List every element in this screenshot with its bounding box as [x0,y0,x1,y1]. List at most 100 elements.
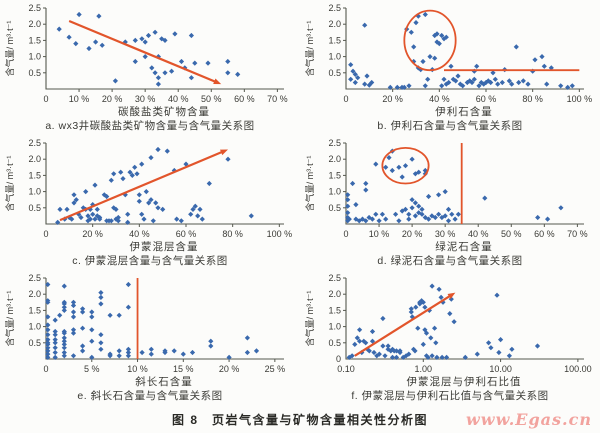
watermark: www.Egas.cn [466,410,592,429]
y-tick-label: 0.5 [28,203,41,213]
y-tick-label: 2.0 [328,289,341,299]
y-tick-label: 2.0 [328,19,341,29]
x-tick-label: 40 % [168,94,189,104]
highlight-ellipse [381,146,430,185]
y-tick-label: 2.5 [328,138,341,148]
x-tick-label: 60 % [534,229,555,239]
y-tick-label: 1.5 [28,35,41,45]
axis-lines [345,8,584,90]
data-points [346,283,541,360]
y-tick-label: 0.5 [28,338,41,348]
data-points [45,281,260,360]
subplot-f-canvas: 0.10 1.00 10.00 100.00 0 0.5 1.0 1.5 2.0 2.5 含气量/ … [304,273,592,374]
trend-arrow [68,19,218,84]
x-tick-label: 25 % [265,364,286,374]
x-tick-label: 40 % [129,229,150,239]
y-tick-label: 2.0 [28,19,41,29]
x-tick-label: 10 % [127,364,148,374]
subplot-d-caption: d. 绿泥石含量与含气量关系图 [377,255,523,267]
y-tick-label: 0.5 [328,203,341,213]
subplot-f-caption: f. 伊蒙混层与伊利石比值与含气量关系图 [351,390,549,402]
y-tick-label: 1.5 [28,305,41,315]
x-tick-label: 0 [343,229,348,239]
x-tick-label: 70 % [567,229,588,239]
y-tick-label: 2.0 [28,289,41,299]
y-tick-label: 2.0 [28,154,41,164]
subplot-a-canvas: 0 10 % 20 % 30 % 40 % 50 % 60 % 70 % 0.5 1.0 1.5 2.… [4,3,288,104]
subplot-f: 0.10 1.00 10.00 100.00 0 0.5 1.0 1.5 2.0 2.5 含气量/ … [300,270,600,405]
x-tick-label: 20 % [102,94,123,104]
axis-lines [45,8,284,90]
x-tick-label: 15 % [173,364,194,374]
y-tick-label: 2.0 [328,154,341,164]
y-tick-label: 1.0 [28,322,41,332]
subplot-e-x-axis-label: 斜长石含量 [135,376,193,388]
subplot-d-canvas: 0 10 % 20 % 30 % 40 % 50 % 60 % 70 % 0.5 1.0 1.5 2.… [304,138,588,239]
x-tick-label: 20 % [219,364,240,374]
subplot-b-x-axis-label: 伊利石含量 [435,106,493,118]
subplot-c-canvas: 0 20 % 40 % 60 % 80 % 100 % 0.5 1.0 1.5 2.0 2.5 含气量… [4,138,293,239]
x-tick-label: 10.00 [489,364,512,374]
y-tick-label: 1.5 [328,35,341,45]
x-tick-label: 70 % [267,94,288,104]
x-tick-label: 1.00 [415,364,433,374]
y-tick-label: 1.0 [28,52,41,62]
highlight-ellipse [403,9,457,72]
y-axis-label: 含气量/ m³·t⁻¹ [4,21,15,77]
x-tick-label: 100.00 [564,364,592,374]
trend-arrow-head [447,292,456,300]
subplot-e: 0 5 % 10 % 15 % 20 % 25 % 0.5 1.0 1.5 2.0 2.5 含气量/ … [0,270,300,405]
data-points [56,11,241,87]
axis-lines [45,278,284,360]
y-tick-label: 2.5 [28,273,41,283]
axis-lines [345,143,584,225]
x-tick-label: 0.10 [337,364,355,374]
axis-lines [345,278,584,360]
y-tick-label: 1.0 [328,322,341,332]
subplot-e-canvas: 0 5 % 10 % 15 % 20 % 25 % 0.5 1.0 1.5 2.0 2.5 含气量/ … [4,273,286,374]
subplot-b-caption: b. 伊利石含量与含气量关系图 [377,120,523,132]
y-axis-label: 含气量/ m³·t⁻¹ [304,291,315,347]
x-tick-label: 100 % [267,229,293,239]
y-tick-label: 2.5 [328,3,341,13]
trend-arrow-head [220,149,228,156]
y-axis-label: 含气量/ m³·t⁻¹ [4,291,15,347]
y-tick-label: 2.5 [28,3,41,13]
data-points [348,11,575,90]
y-tick-label: 0.5 [328,68,341,78]
y-tick-label: 1.5 [328,170,341,180]
x-tick-label: 30 % [135,94,156,104]
x-tick-label: 40 % [429,94,450,104]
data-points [345,148,564,224]
x-tick-label: 5 % [84,364,100,374]
y-axis-label: 含气量/ m³·t⁻¹ [304,156,315,212]
subplot-e-caption: e. 斜长石含量与含气量关系图 [77,390,223,402]
y-tick-label: 0 [336,354,341,364]
subplot-grid: 0 10 % 20 % 30 % 40 % 50 % 60 % 70 % 0.5 1.0 1.5 2.… [0,0,600,405]
y-tick-label: 1.0 [28,187,41,197]
y-axis-label: 含气量/ m³·t⁻¹ [4,156,15,212]
y-tick-label: 1.0 [328,52,341,62]
x-tick-label: 60 % [176,229,197,239]
y-tick-label: 1.5 [28,170,41,180]
x-tick-label: 60 % [476,94,497,104]
x-tick-label: 20 % [382,94,403,104]
x-tick-label: 20 % [82,229,103,239]
x-tick-label: 80 % [522,94,543,104]
x-tick-label: 100 % [567,94,593,104]
y-tick-label: 2.5 [328,273,341,283]
subplot-b-canvas: 0 20 % 40 % 60 % 80 % 100 % 0.5 1.0 1.5 2.0 2.5 含气量… [304,3,593,104]
subplot-f-x-axis-label: 伊蒙混层与伊利石比值 [406,376,522,388]
x-tick-label: 30 % [435,229,456,239]
y-tick-label: 1.0 [328,187,341,197]
subplot-c: 0 20 % 40 % 60 % 80 % 100 % 0.5 1.0 1.5 2.0 2.5 含气量… [0,135,300,270]
subplot-a: 0 10 % 20 % 30 % 40 % 50 % 60 % 70 % 0.5 1.0 1.5 2.… [0,0,300,135]
x-tick-label: 50 % [201,94,222,104]
subplot-c-caption: c. 伊蒙混层含量与含气量关系图 [72,255,228,267]
y-tick-label: 0.5 [328,338,341,348]
data-points [55,146,254,225]
subplot-d-x-axis-label: 绿泥石含量 [435,241,493,253]
x-tick-label: 50 % [501,229,522,239]
trend-arrow [354,293,453,357]
subplot-c-x-axis-label: 伊蒙混层含量 [129,241,199,253]
